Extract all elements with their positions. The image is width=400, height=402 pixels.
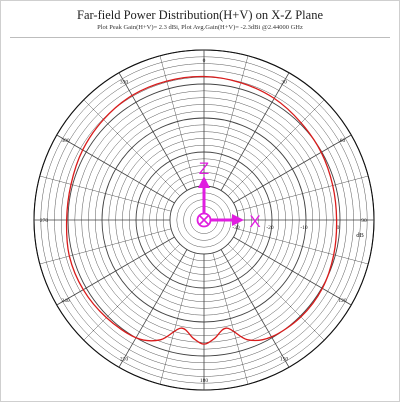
grid-spoke xyxy=(159,55,196,188)
angle-label: 90 xyxy=(361,218,367,224)
grid-spoke xyxy=(233,236,352,306)
y-axis-cross xyxy=(199,215,209,225)
radial-unit-label: dB xyxy=(356,232,364,239)
grid-spoke xyxy=(227,99,325,197)
grid-spoke xyxy=(220,249,290,368)
angle-label: 300 xyxy=(61,138,70,144)
angle-label: 30 xyxy=(281,79,287,85)
grid-spoke xyxy=(212,252,249,385)
grid-spoke xyxy=(227,243,325,341)
angle-label: 60 xyxy=(340,138,346,144)
angle-label: 330 xyxy=(120,79,129,85)
grid-spoke xyxy=(159,252,196,385)
angle-labels: 0 30 60 90 120 150 180 210 240 270 300 330 xyxy=(40,58,367,384)
angle-label: 180 xyxy=(200,378,209,384)
radial-tick-label: -20 xyxy=(266,225,274,231)
angle-label: 120 xyxy=(338,298,347,304)
angle-label: 0 xyxy=(203,58,206,64)
grid-spoke xyxy=(118,72,188,191)
angle-label: 150 xyxy=(280,357,289,363)
radial-tick-label: -30 xyxy=(232,225,240,231)
angle-label: 270 xyxy=(40,218,49,224)
grid-spoke xyxy=(39,175,172,212)
grid-spoke xyxy=(56,236,175,306)
radial-tick-labels: -30 -20 -10 0 dB xyxy=(232,225,364,239)
series-line xyxy=(65,75,338,345)
grid-spoke xyxy=(56,134,175,204)
grid-spoke xyxy=(83,243,181,341)
grid-spoke xyxy=(118,249,188,368)
x-axis-label: X xyxy=(249,212,260,231)
title-divider xyxy=(10,37,390,38)
chart-subtitle: Plot Peak Gain(H+V)= 2.3 dBi, Plot Avg.G… xyxy=(97,24,303,31)
coordinate-axes-icon: ZX xyxy=(196,159,261,231)
x-arrowhead xyxy=(232,214,244,226)
z-arrowhead xyxy=(198,176,210,188)
grid-spoke xyxy=(236,175,369,212)
grid-spoke xyxy=(233,134,352,204)
grid-spoke xyxy=(220,72,290,191)
angle-label: 240 xyxy=(61,298,70,304)
grid-spoke xyxy=(39,228,172,265)
angle-label: 210 xyxy=(120,357,129,363)
radial-tick-label: -10 xyxy=(300,225,308,231)
series-layer xyxy=(65,75,338,345)
z-axis-label: Z xyxy=(199,159,209,178)
grid-spoke xyxy=(236,228,369,265)
radial-tick-label: 0 xyxy=(337,225,340,231)
grid-spoke xyxy=(212,55,249,188)
chart-title: Far-field Power Distribution(H+V) on X-Z… xyxy=(77,8,323,22)
grid-spoke xyxy=(83,99,181,197)
